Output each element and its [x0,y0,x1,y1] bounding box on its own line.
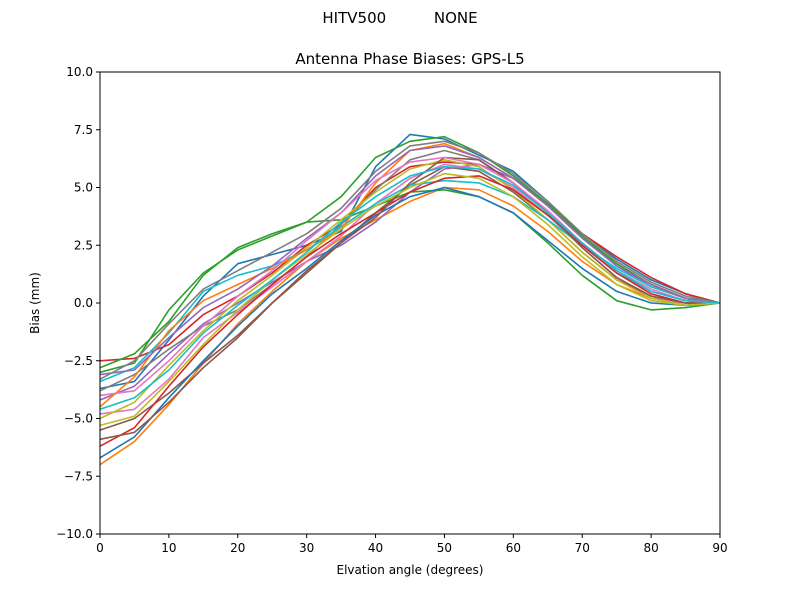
y-tick-label: −7.5 [64,469,93,483]
series-line-14 [99,175,720,447]
chart-title: Antenna Phase Biases: GPS-L5 [295,50,524,68]
series-line-5 [99,163,721,401]
y-axis: −10.0 −7.5 −5.0 −2.5 0.0 2.5 5.0 7.5 10.0 [56,65,100,541]
x-tick-label: 90 [712,541,727,555]
y-tick-label: −2.5 [64,354,93,368]
series-line-10 [99,179,721,383]
x-tick-label: 50 [437,541,452,555]
x-tick-label: 20 [230,541,245,555]
x-tick-label: 0 [96,541,104,555]
series-line-9 [99,159,721,420]
x-tick-label: 70 [575,541,590,555]
x-tick-label: 80 [643,541,658,555]
series-line-2 [99,186,720,466]
y-tick-label: −5.0 [64,412,93,426]
series-line-16 [99,156,720,441]
y-tick-label: −10.0 [56,527,93,541]
y-tick-label: 5.0 [74,181,93,195]
plot-lines [99,133,721,466]
series-line-4 [99,161,721,362]
y-axis-label: Bias (mm) [28,272,42,334]
series-line-13 [99,135,721,369]
y-tick-label: 10.0 [66,65,93,79]
x-axis-label: Elvation angle (degrees) [337,563,484,577]
x-tick-label: 40 [368,541,383,555]
y-tick-label: 2.5 [74,238,93,252]
series-line-15 [99,145,721,376]
x-tick-label: 10 [161,541,176,555]
series-line-11 [99,186,721,459]
series-line-1 [99,133,721,390]
x-tick-label: 30 [299,541,314,555]
figure-suptitle: HITV500 NONE [322,9,478,27]
series-line-19 [99,172,721,427]
x-tick-label: 60 [506,541,521,555]
y-tick-label: 0.0 [74,296,93,310]
series-line-20 [99,165,721,411]
y-tick-label: 7.5 [74,123,93,137]
x-axis: 0 10 20 30 40 50 60 70 80 90 [96,534,728,555]
series-line-18 [99,140,721,380]
